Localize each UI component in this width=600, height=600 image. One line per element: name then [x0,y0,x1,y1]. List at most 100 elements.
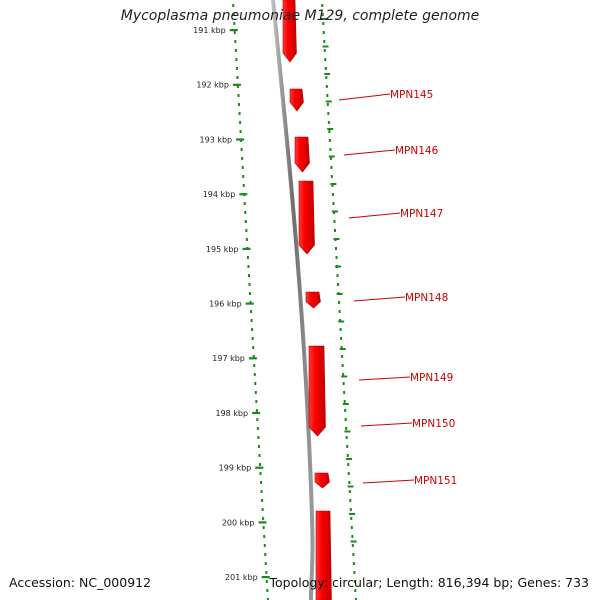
gene-arrow[interactable] [282,0,297,63]
scale-tick [338,320,345,323]
scale-labels: 191 kbp 192 kbp 193 kbp 194 kbp 195 kbp 196 k… [193,26,270,582]
scale-tick [349,513,356,515]
accession-text: Accession: NC_000912 [9,575,152,590]
gene-leader-line [353,296,406,302]
gene-label[interactable]: MPN147 [400,208,443,220]
scale-dot [334,247,337,250]
scale-dot [262,517,265,520]
scale-dot [323,49,326,52]
gene-label[interactable]: MPN150 [412,418,455,430]
scale-dot [249,292,252,295]
scale-dot [350,526,353,529]
scale-dot [260,481,263,484]
scale-dot [234,40,237,43]
gene-label[interactable]: MPN146 [395,145,439,157]
scale-dot [265,580,268,583]
gene-leader-line [362,479,415,484]
scale-dot [254,382,257,385]
scale-tick [333,238,340,240]
scale-dot [321,13,324,16]
gene-arrow[interactable] [315,510,332,600]
scale-dot [328,139,331,142]
scale-dot [255,400,258,403]
scale-tick [261,576,270,579]
scale-dot [343,400,346,403]
scale-dot [345,436,348,439]
scale-dot [341,364,344,367]
scale-dot [258,454,261,457]
scale-dot [353,580,356,583]
gene-arrow[interactable] [289,88,304,112]
gene-arrow[interactable] [294,136,310,173]
gene-arrow[interactable] [314,472,330,489]
gene-label[interactable]: MPN151 [414,475,457,487]
scale-dot [344,409,347,412]
scale-dot [321,4,324,7]
scale-dot [347,472,350,475]
scale-dot [329,157,332,160]
scale-dot [263,544,266,547]
scale-dot [332,202,335,205]
scale-tick [341,375,348,378]
scale-dot [348,490,351,493]
scale-dot [235,58,238,61]
scale-dot [341,355,344,358]
scale-dot [243,202,246,205]
scale-dot [347,463,350,466]
scale-dot [333,229,336,232]
scale-dot [246,256,249,259]
scale-dot [250,310,253,313]
scale-label: 200 kbp [222,518,255,527]
gene-label[interactable]: MPN149 [410,372,453,384]
scale-dot [349,508,352,511]
scale-dot [354,589,357,592]
scale-dot [346,454,349,457]
scale-dot [322,22,325,25]
gene-label[interactable]: MPN148 [405,292,448,304]
scale-dot [263,535,266,538]
scale-dot [326,103,329,106]
gene-label[interactable]: MPN145 [390,89,433,101]
scale-dot [247,274,250,277]
scale-dot [236,85,239,88]
scale-dot [244,220,247,223]
scale-dot [345,427,348,430]
scale-dot [252,346,255,349]
scale-label: 199 kbp [219,464,252,473]
gene-arrow[interactable] [308,345,326,437]
gene-arrow[interactable] [298,180,315,255]
scale-dot [252,355,255,358]
scale-dot [335,256,338,259]
scale-dot [342,382,345,385]
scale-tick [252,411,261,415]
scale-dot [251,337,254,340]
scale-tick [345,458,352,460]
scale-tick [336,293,343,295]
scale-label: 197 kbp [212,354,245,363]
scale-dot [325,76,328,79]
scale-dot [264,562,267,565]
scale-dot [233,31,236,34]
scale-tick [255,466,264,469]
scale-dot [232,4,235,7]
gene-arrow[interactable] [305,291,321,309]
scale-ticks-right [321,4,357,600]
scale-dot [238,103,241,106]
scale-tick [239,193,248,196]
scale-dot [338,301,341,304]
scale-dot [235,67,238,70]
topology-text: Topology: circular; Length: 816,394 bp; … [269,575,590,590]
scale-dot [327,121,330,124]
scale-dot [240,148,243,151]
scale-tick [331,210,338,213]
scale-tick [327,128,334,130]
scale-dot [259,472,262,475]
scale-tick [232,83,241,86]
scale-tick [339,348,346,350]
scale-dot [257,445,260,448]
gene-leader-line [360,422,413,427]
genome-title: Mycoplasma pneumoniae M129, complete gen… [120,8,480,24]
scale-tick [347,485,354,488]
scale-dot [328,130,331,133]
scale-dot [354,598,357,600]
